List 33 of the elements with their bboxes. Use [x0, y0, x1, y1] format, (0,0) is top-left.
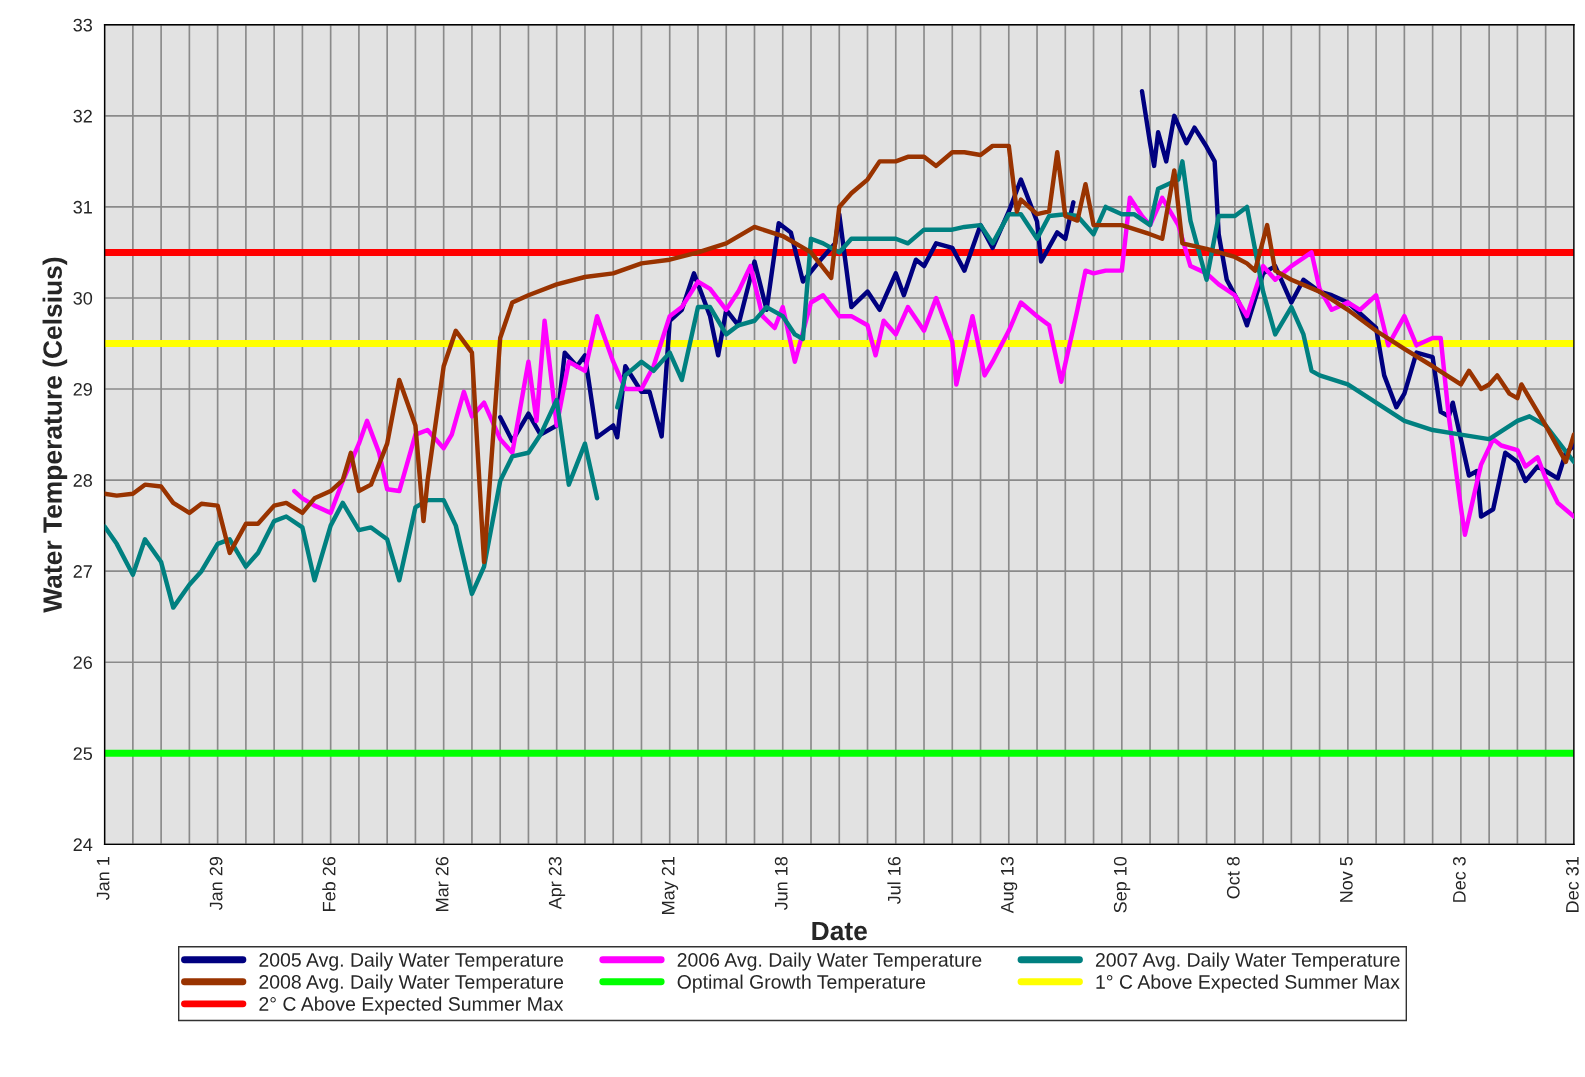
y-tick-label: 30 [73, 291, 93, 305]
legend-label: 2008 Avg. Daily Water Temperature [259, 974, 564, 993]
y-tick-label: 32 [73, 109, 92, 123]
legend-label: 2006 Avg. Daily Water Temperature [677, 952, 982, 971]
x-tick-label: Apr 23 [548, 856, 566, 910]
y-tick-label: 29 [73, 382, 92, 396]
y-tick-label: 27 [73, 565, 92, 578]
x-tick-label: Feb 26 [322, 856, 336, 911]
x-tick-label: Nov 5 [1340, 856, 1353, 902]
legend-label: 2° C Above Expected Summer Max [259, 996, 564, 1015]
y-tick-label: 28 [73, 474, 93, 487]
y-tick-label: 31 [73, 200, 92, 214]
x-tick-label: Jul 16 [887, 856, 901, 905]
x-tick-label: Oct 8 [1226, 856, 1240, 899]
x-axis-title: Date [812, 921, 867, 941]
y-axis-title: Water Temperature (Celsius) [42, 257, 68, 613]
x-tick-label: Jun 18 [774, 856, 788, 911]
legend-label: 1° C Above Expected Summer Max [1096, 974, 1400, 993]
x-tick-label: Dec 3 [1452, 856, 1466, 902]
y-tick-label: 25 [73, 747, 93, 761]
x-tick-label: Jan 1 [96, 857, 110, 901]
legend-label: Optimal Growth Temperature [677, 974, 926, 993]
x-tick-label: May 21 [661, 857, 679, 914]
legend-label: 2005 Avg. Daily Water Temperature [259, 952, 564, 971]
y-tick-label: 26 [73, 656, 93, 669]
y-tick-label: 24 [73, 838, 93, 851]
x-tick-label: Jan 29 [209, 857, 223, 911]
y-tick-label: 33 [73, 18, 93, 32]
x-tick-label: Aug 13 [1000, 856, 1018, 914]
x-tick-label: Sep 10 [1113, 856, 1131, 913]
x-tick-label: Mar 26 [435, 856, 449, 911]
legend-label: 2007 Avg. Daily Water Temperature [1095, 952, 1400, 971]
x-tick-label: Dec 31 [1565, 857, 1579, 912]
